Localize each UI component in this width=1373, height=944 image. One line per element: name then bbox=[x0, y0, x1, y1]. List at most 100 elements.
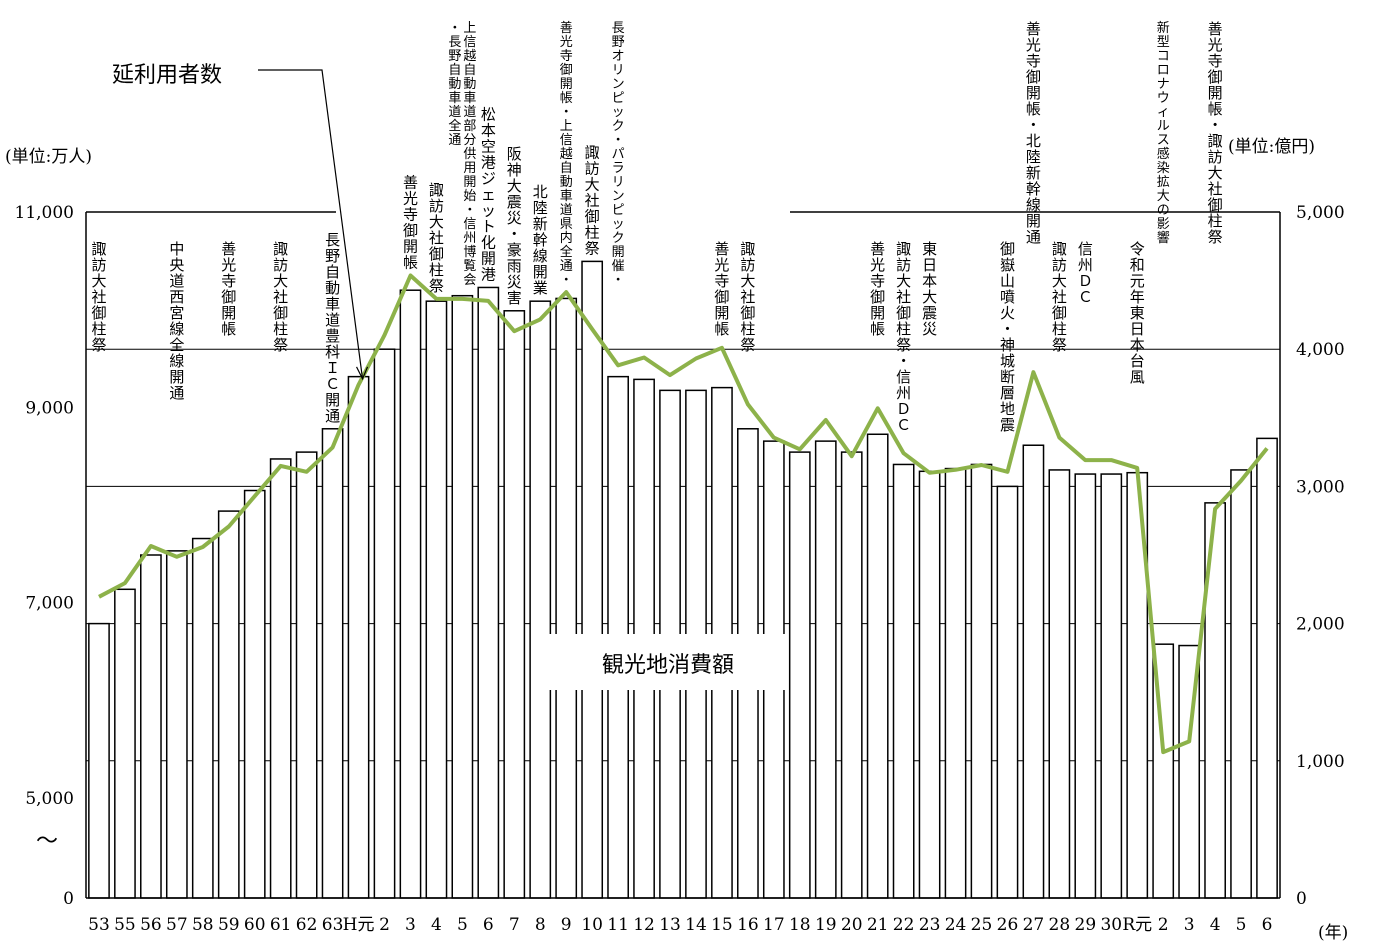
bar-4 bbox=[191, 537, 214, 899]
annotation-15-0: 諏訪大社御柱祭 bbox=[740, 240, 755, 354]
axes bbox=[85, 211, 1281, 899]
x-tick-12: 3 bbox=[405, 915, 416, 935]
x-tick-15: 6 bbox=[483, 915, 494, 935]
x-tick-29: 20 bbox=[841, 915, 863, 935]
bar-39 bbox=[1100, 473, 1123, 899]
bar-8 bbox=[295, 451, 318, 899]
annotation-11-0: 善光寺御開帳・上信越自動車道県内全通・ bbox=[560, 20, 573, 288]
bar-18 bbox=[555, 297, 578, 899]
x-tick-13: 4 bbox=[431, 915, 442, 935]
annotation-17-0: 諏訪大社御柱祭・信州ＤＣ bbox=[896, 240, 911, 434]
annotation-14-0: 善光寺御開帳 bbox=[714, 240, 729, 338]
bar-17 bbox=[529, 300, 552, 899]
annotation-19-0: 御嶽山噴火・神城断層地震 bbox=[1000, 240, 1015, 434]
right-tick-3: 2,000 bbox=[1296, 615, 1345, 635]
annotation-7-1: 上信越自動車道部分供用開始・信州博覧会 bbox=[463, 21, 476, 288]
x-tick-40: R元 bbox=[1122, 915, 1152, 935]
bar-34 bbox=[970, 463, 993, 899]
x-tick-27: 18 bbox=[789, 915, 811, 935]
annotation-12-0: 諏訪大社御柱祭 bbox=[585, 143, 600, 257]
x-tick-17: 8 bbox=[535, 915, 546, 935]
bar-19 bbox=[581, 260, 604, 899]
annotations: 諏訪大社御柱祭中央道西宮線全線開通善光寺御開帳諏訪大社御柱祭長野自動車道豊科ＩＣ… bbox=[91, 20, 1222, 434]
bar-16 bbox=[503, 310, 526, 899]
bar-28 bbox=[814, 440, 837, 899]
x-tick-23: 14 bbox=[685, 915, 707, 935]
bar-27 bbox=[788, 451, 811, 899]
bar-12 bbox=[399, 289, 422, 899]
x-tick-34: 25 bbox=[971, 915, 993, 935]
annotation-21-0: 諏訪大社御柱祭 bbox=[1052, 240, 1067, 354]
annotation-8-0: 松本空港ジェット化開港 bbox=[481, 105, 496, 283]
x-tick-30: 21 bbox=[867, 915, 889, 935]
x-tick-43: 4 bbox=[1210, 915, 1221, 935]
x-tick-22: 13 bbox=[659, 915, 681, 935]
x-tick-11: 2 bbox=[379, 915, 390, 935]
annotation-20-0: 善光寺御開帳・北陸新幹線開通 bbox=[1026, 20, 1041, 246]
x-tick-21: 12 bbox=[633, 915, 655, 935]
x-tick-16: 7 bbox=[509, 915, 520, 935]
x-tick-24: 15 bbox=[711, 915, 733, 935]
bar-3 bbox=[165, 550, 188, 899]
x-tick-3: 57 bbox=[166, 915, 188, 935]
annotation-5-0: 善光寺御開帳 bbox=[403, 173, 418, 271]
x-tick-8: 62 bbox=[296, 915, 318, 935]
x-tick-28: 19 bbox=[815, 915, 837, 935]
x-tick-0: 53 bbox=[88, 915, 110, 935]
bar-36 bbox=[1022, 444, 1045, 899]
annotation-1-0: 中央道西宮線全線開通 bbox=[169, 240, 184, 402]
bar-6 bbox=[243, 489, 266, 899]
annotation-22-0: 信州ＤＣ bbox=[1078, 240, 1093, 306]
x-axis-unit: (年) bbox=[1318, 923, 1348, 943]
x-tick-5: 59 bbox=[218, 915, 240, 935]
right-tick-2: 3,000 bbox=[1296, 477, 1345, 497]
bar-38 bbox=[1074, 473, 1097, 899]
line-callout-arrowhead bbox=[356, 366, 369, 381]
left-tick-2: 7,000 bbox=[25, 594, 74, 614]
x-tick-1: 55 bbox=[114, 915, 136, 935]
tick-labels: 11,000 9,000 7,000 5,000 0 5,000 4,000 3,000 2,0… bbox=[15, 203, 1345, 935]
bar-33 bbox=[944, 467, 967, 899]
bar-2 bbox=[140, 554, 162, 899]
x-tick-2: 56 bbox=[140, 915, 162, 935]
x-tick-38: 29 bbox=[1075, 915, 1097, 935]
annotation-0-0: 諏訪大社御柱祭 bbox=[91, 240, 106, 354]
annotation-4-0: 長野自動車道豊科ＩＣ開通 bbox=[325, 231, 340, 425]
annotation-7-0: ・長野自動車道全通 bbox=[448, 21, 461, 148]
x-tick-9: 63 bbox=[322, 915, 344, 935]
annotation-24-0: 新型コロナウィルス感染拡大の影響 bbox=[1157, 20, 1170, 246]
annotation-3-0: 諏訪大社御柱祭 bbox=[273, 240, 288, 354]
right-axis-unit: (単位:億円) bbox=[1228, 137, 1315, 157]
left-tick-3: 5,000 bbox=[25, 789, 74, 809]
bar-series bbox=[88, 260, 1278, 899]
x-tick-10: H元 bbox=[343, 915, 375, 935]
x-tick-42: 3 bbox=[1184, 915, 1195, 935]
x-tick-6: 60 bbox=[244, 915, 266, 935]
left-tick-1: 9,000 bbox=[25, 398, 74, 418]
bar-45 bbox=[1256, 437, 1278, 899]
bar-30 bbox=[866, 433, 889, 899]
annotation-18-0: 東日本大震災 bbox=[922, 240, 937, 338]
annotation-6-0: 諏訪大社御柱祭 bbox=[429, 181, 444, 295]
x-tick-31: 22 bbox=[893, 915, 915, 935]
x-tick-44: 5 bbox=[1236, 915, 1247, 935]
left-tick-0: 11,000 bbox=[15, 203, 74, 223]
left-tick-4: 0 bbox=[63, 889, 74, 909]
right-tick-1: 4,000 bbox=[1296, 340, 1345, 360]
left-axis-unit: (単位:万人) bbox=[5, 147, 92, 167]
bar-35 bbox=[996, 485, 1019, 899]
bar-14 bbox=[451, 294, 474, 899]
bar-7 bbox=[269, 458, 292, 899]
x-tick-18: 9 bbox=[561, 915, 572, 935]
line-series bbox=[98, 273, 1269, 755]
x-tick-4: 58 bbox=[192, 915, 214, 935]
annotation-13-0: 長野オリンピック・パラリンピック開催・ bbox=[612, 21, 625, 288]
x-tick-39: 30 bbox=[1100, 915, 1122, 935]
line-callout-leader bbox=[258, 69, 364, 379]
x-tick-19: 10 bbox=[581, 915, 603, 935]
right-tick-4: 1,000 bbox=[1296, 752, 1345, 772]
bar-callout-label: 観光地消費額 bbox=[602, 653, 734, 678]
bar-0 bbox=[88, 622, 110, 899]
annotation-2-0: 善光寺御開帳 bbox=[221, 240, 236, 338]
